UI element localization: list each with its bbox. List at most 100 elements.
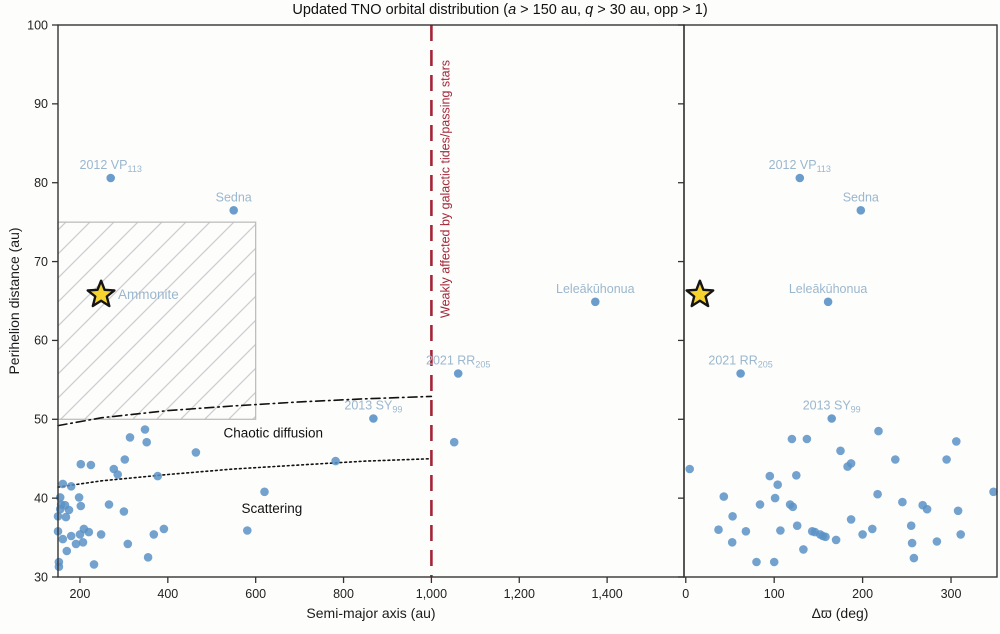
- tno-point: [736, 369, 745, 378]
- y-tick-label: 90: [34, 97, 48, 111]
- chart-title-part: a: [508, 2, 517, 18]
- scatter-point: [873, 489, 882, 499]
- x-tick-label: 1,000: [416, 587, 447, 601]
- tno-point: [106, 173, 115, 183]
- scatter-point: [719, 492, 729, 501]
- tno-label: Sedna: [216, 190, 252, 204]
- scatter-point: [755, 500, 765, 509]
- scatter-point: [76, 501, 86, 511]
- scatter-point: [728, 512, 737, 521]
- scatter-point: [119, 507, 129, 516]
- scatter-point: [71, 539, 81, 549]
- scatter-point: [802, 434, 812, 444]
- scatter-point: [66, 482, 76, 491]
- tno-point: [827, 414, 836, 423]
- galactic-tides-vline-label: Weakly affected by galactic tides/passin…: [438, 60, 452, 318]
- left-panel: Chaotic diffusion Scattering Weakly affect…: [27, 18, 685, 601]
- scatter-point: [89, 560, 99, 569]
- scatter-point: [922, 504, 932, 514]
- right-panel: 2012 VP113 Sedna Leleākūhonua 2021 RR205 201…: [678, 24, 998, 601]
- y-tick-label: 40: [34, 491, 48, 505]
- x-tick-label: 0: [682, 587, 689, 601]
- tno-label: Leleākūhonua: [556, 282, 635, 296]
- tno-label: Sedna: [843, 190, 879, 204]
- scatter-point: [792, 521, 802, 530]
- scatter-point: [58, 479, 68, 489]
- scatter-point: [868, 524, 877, 534]
- scatter-point: [727, 538, 737, 547]
- tno-label: 2021 RR205: [426, 354, 490, 370]
- scatter-point: [891, 455, 900, 464]
- scatter-point: [74, 493, 84, 502]
- scatter-point: [142, 437, 151, 447]
- scatter-point: [78, 538, 88, 547]
- tno-point: [453, 369, 463, 378]
- scatter-point: [906, 521, 916, 530]
- tno-point: [856, 206, 866, 215]
- x-tick-label: 400: [157, 587, 178, 601]
- chaotic-diffusion-boundary-label: Chaotic diffusion: [223, 425, 323, 440]
- scatter-point: [952, 437, 961, 446]
- scatter-point: [788, 502, 798, 512]
- scatter-point: [685, 464, 694, 474]
- scatter-point: [765, 471, 775, 481]
- scatter-point: [260, 487, 269, 497]
- scatter-point: [58, 534, 68, 544]
- chart-title-part: Updated TNO orbital distribution (: [292, 2, 509, 18]
- scatter-point: [153, 471, 162, 481]
- scatter-point: [953, 506, 963, 516]
- scatter-point: [989, 487, 998, 497]
- scatter-point: [752, 557, 761, 567]
- x-tick-label: 300: [941, 587, 962, 601]
- tno-point: [591, 297, 600, 307]
- scatter-point: [113, 470, 122, 479]
- scatter-point: [75, 530, 85, 539]
- x-tick-label: 200: [70, 587, 91, 601]
- x-tick-label: 1,200: [504, 587, 535, 601]
- tno-point: [823, 297, 833, 307]
- scatter-point: [836, 446, 845, 456]
- chart-title-part: > 150 au,: [516, 2, 586, 18]
- scatter-point: [898, 497, 907, 507]
- scatter-point: [799, 545, 808, 554]
- scatter-point: [858, 530, 867, 539]
- scatter-point: [143, 553, 153, 562]
- scattering-boundary: [57, 457, 433, 488]
- scatter-point: [191, 448, 201, 457]
- y-tick-label: 100: [27, 18, 48, 32]
- x-tick-label: 1,400: [591, 587, 622, 601]
- scatter-point: [769, 557, 779, 567]
- scatter-point: [932, 537, 942, 546]
- scatter-point: [846, 459, 856, 468]
- x-tick-label: 100: [764, 587, 785, 601]
- chart-title-part: > 30 au, opp > 1): [593, 2, 708, 18]
- scatter-point: [96, 530, 106, 539]
- y-tick-label: 80: [34, 176, 48, 190]
- tno-point: [229, 206, 238, 215]
- scatter-point: [956, 530, 965, 539]
- scatter-point: [821, 532, 830, 542]
- scatter-point: [149, 530, 159, 539]
- scatter-point: [84, 527, 94, 537]
- chart-title-part: q: [585, 2, 594, 18]
- tno-label: 2012 VP113: [80, 158, 142, 174]
- right-scatter-series: [685, 426, 998, 567]
- scatter-point: [773, 480, 782, 490]
- scatter-point: [831, 535, 841, 545]
- tno-label: 2012 VP113: [769, 158, 831, 174]
- scatter-point: [741, 527, 751, 536]
- y-tick-label: 60: [34, 334, 48, 348]
- y-tick-label: 30: [34, 570, 48, 584]
- scatter-point: [76, 459, 86, 469]
- scatter-point: [874, 426, 883, 436]
- hatched-region: [57, 221, 257, 420]
- scatter-point: [61, 512, 71, 522]
- ammonite-star-marker: [685, 279, 715, 308]
- ammonite-label: Ammonite: [118, 287, 179, 302]
- scatter-point: [909, 553, 919, 563]
- scatter-point: [770, 493, 780, 503]
- scatter-point: [140, 425, 150, 434]
- scatter-point: [714, 525, 723, 534]
- tno-label: 2013 SY99: [344, 399, 402, 415]
